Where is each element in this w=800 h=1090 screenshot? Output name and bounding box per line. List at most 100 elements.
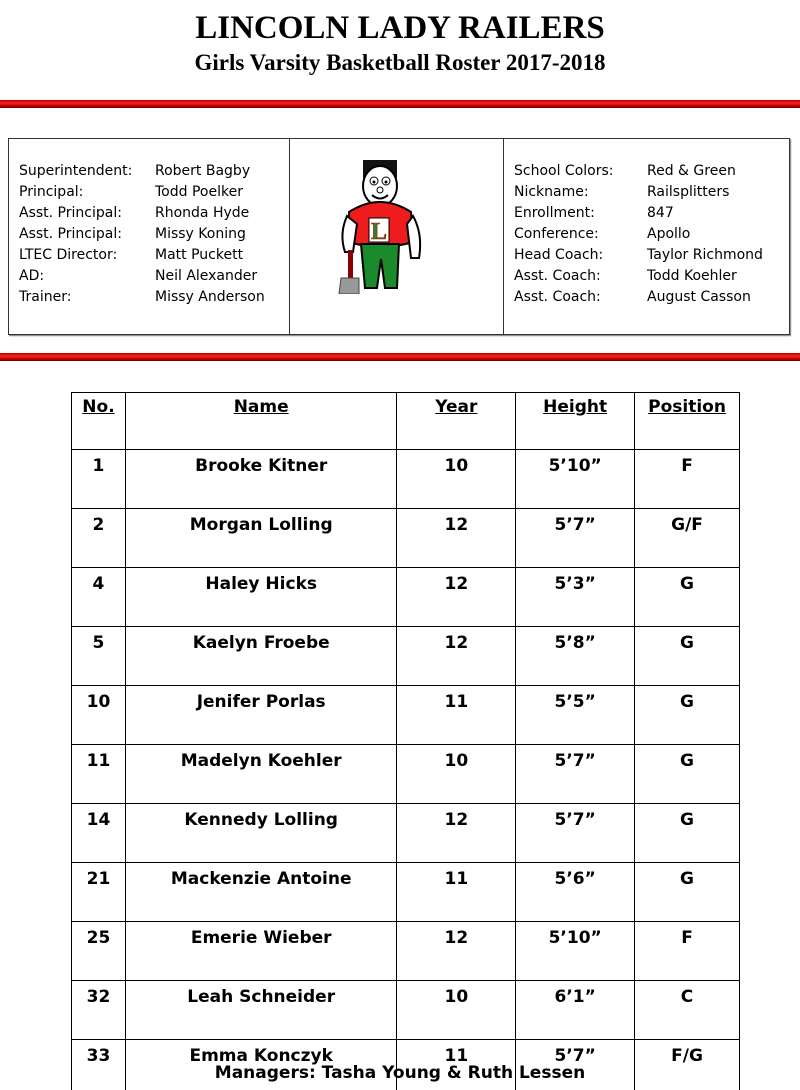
- cell-position: G: [634, 744, 740, 804]
- cell-name: Kaelyn Froebe: [124, 626, 398, 686]
- staff-value: Apollo: [647, 226, 691, 242]
- header-height: Height: [515, 392, 636, 450]
- staff-value: 847: [647, 205, 674, 221]
- page-title: LINCOLN LADY RAILERS: [195, 10, 605, 46]
- cell-position: G: [634, 626, 740, 686]
- cell-number: 25: [71, 921, 126, 981]
- staff-value: August Casson: [647, 289, 751, 305]
- cell-position: C: [634, 980, 740, 1040]
- staff-labels-right: School Colors: Nickname: Enrollment: Confer…: [514, 161, 614, 308]
- managers-line: Managers: Tasha Young & Ruth Lessen: [214, 1063, 586, 1083]
- red-divider: [0, 353, 800, 361]
- staff-label: Asst. Principal:: [19, 205, 122, 221]
- staff-label: Superintendent:: [19, 163, 133, 179]
- cell-name: Haley Hicks: [124, 567, 398, 627]
- cell-number: 11: [71, 744, 126, 804]
- table-row: 10 Jenifer Porlas 11 5’5” G: [71, 685, 740, 745]
- table-row: 25 Emerie Wieber 12 5’10” F: [71, 921, 740, 981]
- table-row: 21 Mackenzie Antoine 11 5’6” G: [71, 862, 740, 922]
- mascot-letter: L: [371, 219, 387, 245]
- table-row: 4 Haley Hicks 12 5’3” G: [71, 567, 740, 627]
- header-year: Year: [396, 392, 517, 450]
- staff-value: Missy Anderson: [155, 289, 265, 305]
- cell-name: Emma Konczyk: [124, 1039, 398, 1090]
- cell-name: Madelyn Koehler: [124, 744, 398, 804]
- staff-label: Trainer:: [19, 289, 72, 305]
- table-row: 32 Leah Schneider 10 6’1” C: [71, 980, 740, 1040]
- staff-label: Nickname:: [514, 184, 589, 200]
- cell-height: 5’7”: [515, 803, 636, 863]
- staff-values-left: Robert Bagby Todd Poelker Rhonda Hyde Missy…: [155, 161, 265, 308]
- staff-value: Todd Poelker: [155, 184, 243, 200]
- staff-label: Principal:: [19, 184, 84, 200]
- cell-year: 12: [396, 508, 517, 568]
- divider: [503, 139, 504, 334]
- cell-number: 33: [71, 1039, 126, 1090]
- staff-label: Asst. Principal:: [19, 226, 122, 242]
- cell-year: 10: [396, 980, 517, 1040]
- cell-number: 21: [71, 862, 126, 922]
- cell-name: Leah Schneider: [124, 980, 398, 1040]
- cell-number: 4: [71, 567, 126, 627]
- cell-name: Brooke Kitner: [124, 449, 398, 509]
- cell-name: Morgan Lolling: [124, 508, 398, 568]
- cell-height: 5’7”: [515, 508, 636, 568]
- cell-name: Emerie Wieber: [124, 921, 398, 981]
- cell-year: 11: [396, 685, 517, 745]
- cell-year: 12: [396, 803, 517, 863]
- divider: [289, 139, 290, 334]
- staff-value: Rhonda Hyde: [155, 205, 250, 221]
- cell-height: 5’10”: [515, 921, 636, 981]
- cell-height: 5’7”: [515, 1039, 636, 1090]
- cell-height: 5’3”: [515, 567, 636, 627]
- staff-label: LTEC Director:: [19, 247, 118, 263]
- cell-number: 32: [71, 980, 126, 1040]
- staff-label: Asst. Coach:: [514, 289, 601, 305]
- cell-number: 5: [71, 626, 126, 686]
- cell-height: 5’8”: [515, 626, 636, 686]
- staff-value: Missy Koning: [155, 226, 246, 242]
- staff-label: School Colors:: [514, 163, 614, 179]
- cell-height: 5’10”: [515, 449, 636, 509]
- cell-year: 10: [396, 449, 517, 509]
- cell-position: G/F: [634, 508, 740, 568]
- cell-position: G: [634, 803, 740, 863]
- table-row: 1 Brooke Kitner 10 5’10” F: [71, 449, 740, 509]
- cell-number: 1: [71, 449, 126, 509]
- cell-position: F: [634, 921, 740, 981]
- cell-position: G: [634, 567, 740, 627]
- red-divider: [0, 100, 800, 108]
- staff-value: Neil Alexander: [155, 268, 258, 284]
- staff-value: Robert Bagby: [155, 163, 251, 179]
- cell-number: 14: [71, 803, 126, 863]
- header-name: Name: [124, 392, 398, 450]
- cell-year: 12: [396, 567, 517, 627]
- staff-label: Conference:: [514, 226, 599, 242]
- cell-year: 12: [396, 626, 517, 686]
- table-row: 14 Kennedy Lolling 12 5’7” G: [71, 803, 740, 863]
- cell-height: 5’6”: [515, 862, 636, 922]
- cell-name: Mackenzie Antoine: [124, 862, 398, 922]
- mascot-logo: L: [338, 160, 422, 294]
- staff-label: Head Coach:: [514, 247, 604, 263]
- cell-position: G: [634, 685, 740, 745]
- roster-table: No. Name Year Height Position 1 Brooke Kitner…: [71, 392, 740, 1090]
- staff-value: Todd Koehler: [647, 268, 737, 284]
- staff-labels-left: Superintendent: Principal: Asst. Principal…: [19, 161, 132, 308]
- cell-year: 10: [396, 744, 517, 804]
- staff-label: AD:: [19, 268, 45, 284]
- staff-value: Taylor Richmond: [647, 247, 763, 263]
- header-no: No.: [71, 392, 126, 450]
- cell-position: G: [634, 862, 740, 922]
- page-subtitle: Girls Varsity Basketball Roster 2017-201…: [194, 50, 606, 75]
- cell-year: 12: [396, 921, 517, 981]
- cell-number: 10: [71, 685, 126, 745]
- staff-value: Matt Puckett: [155, 247, 244, 263]
- table-row: 2 Morgan Lolling 12 5’7” G/F: [71, 508, 740, 568]
- cell-number: 2: [71, 508, 126, 568]
- table-header-row: No. Name Year Height Position: [71, 392, 740, 450]
- cell-position: F/G: [634, 1039, 740, 1090]
- cell-name: Jenifer Porlas: [124, 685, 398, 745]
- staff-label: Asst. Coach:: [514, 268, 601, 284]
